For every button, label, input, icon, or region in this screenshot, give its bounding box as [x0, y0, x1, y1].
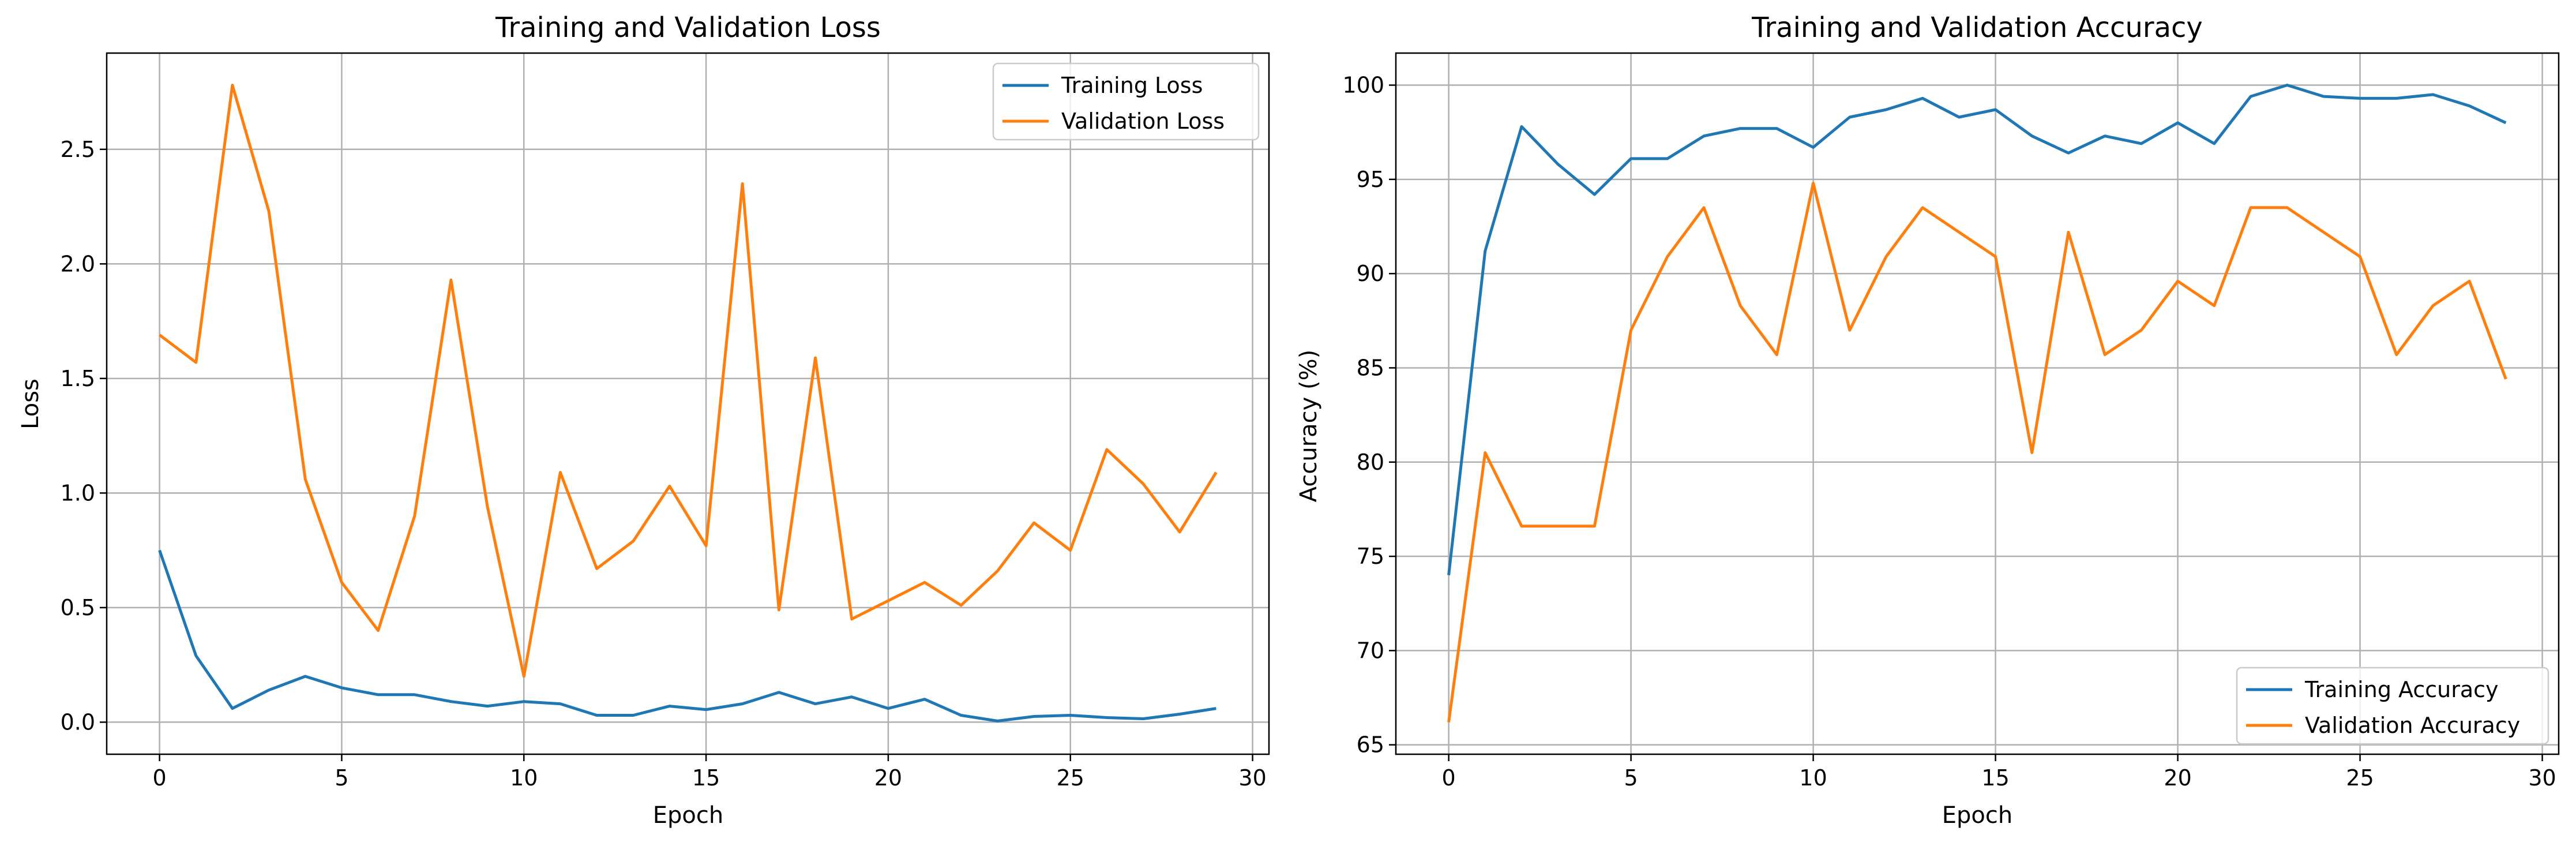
loss-x-tick-label-5: 5	[335, 765, 348, 791]
loss-legend: Training Loss Validation Loss	[992, 62, 1260, 141]
loss-chart: Training and Validation Loss Epoch Loss …	[17, 12, 1270, 829]
loss-series-0-line	[158, 549, 1216, 723]
accuracy-y-tick-label-85: 85	[1357, 355, 1384, 380]
accuracy-x-tick-label-20: 20	[2164, 765, 2191, 791]
accuracy-y-tick-label-95: 95	[1357, 167, 1384, 192]
accuracy-y-tick-label-70: 70	[1357, 638, 1384, 663]
loss-y-tick-label-2: 2.0	[61, 251, 95, 276]
accuracy-series-1-line	[1447, 181, 2507, 723]
accuracy-x-tick-label-30: 30	[2528, 765, 2556, 791]
accuracy-y-tick-label-75: 75	[1357, 544, 1384, 569]
loss-x-tick-label-0: 0	[152, 765, 166, 791]
loss-legend-label-1: Validation Loss	[1061, 108, 1225, 134]
accuracy-x-tick-label-25: 25	[2346, 765, 2374, 791]
loss-y-tick-label-1: 1.0	[61, 480, 95, 506]
accuracy-axes-frame	[1395, 52, 2560, 755]
loss-x-tick-label-10: 10	[510, 765, 538, 791]
loss-legend-label-0: Training Loss	[1061, 73, 1203, 98]
loss-grid	[107, 53, 1269, 754]
loss-series-1-line	[159, 84, 1218, 678]
loss-y-axis-label: Loss	[17, 379, 44, 429]
loss-axes-frame	[106, 52, 1270, 755]
accuracy-y-tick-label-90: 90	[1357, 261, 1384, 286]
accuracy-y-tick-label-100: 100	[1342, 73, 1384, 98]
accuracy-x-tick-label-0: 0	[1442, 765, 1456, 791]
accuracy-chart: Training and Validation Accuracy Epoch A…	[1295, 12, 2560, 829]
loss-y-tick-label-1.5: 1.5	[61, 366, 95, 391]
accuracy-y-tick-label-65: 65	[1357, 732, 1384, 758]
accuracy-x-axis-label: Epoch	[1942, 802, 2012, 829]
accuracy-grid	[1396, 53, 2559, 754]
accuracy-x-tick-label-5: 5	[1624, 765, 1638, 791]
loss-chart-title: Training and Validation Loss	[495, 12, 881, 44]
loss-x-tick-label-25: 25	[1057, 765, 1084, 791]
loss-legend-box	[992, 62, 1260, 141]
accuracy-y-axis-label: Accuracy (%)	[1295, 350, 1322, 503]
loss-x-axis-label: Epoch	[653, 802, 723, 829]
accuracy-series-0-line	[1447, 84, 2507, 575]
loss-x-tick-label-15: 15	[692, 765, 720, 791]
accuracy-chart-title: Training and Validation Accuracy	[1751, 12, 2203, 44]
accuracy-x-tick-label-15: 15	[1981, 765, 2009, 791]
loss-x-tick-label-30: 30	[1238, 765, 1266, 791]
accuracy-x-tick-label-10: 10	[1799, 765, 1827, 791]
loss-y-tick-label-0.5: 0.5	[61, 595, 95, 620]
accuracy-y-tick-label-80: 80	[1357, 450, 1384, 475]
accuracy-legend-box	[2236, 667, 2549, 745]
accuracy-legend: Training Accuracy Validation Accuracy	[2236, 667, 2549, 745]
loss-y-tick-label-0: 0.0	[61, 709, 95, 735]
loss-x-tick-label-20: 20	[874, 765, 902, 791]
accuracy-legend-label-0: Training Accuracy	[2304, 677, 2499, 702]
loss-y-tick-label-2.5: 2.5	[61, 137, 95, 162]
accuracy-legend-label-1: Validation Accuracy	[2305, 713, 2520, 738]
